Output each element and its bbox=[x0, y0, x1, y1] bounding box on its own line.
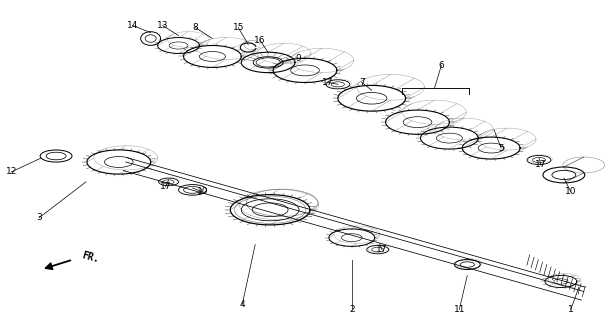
Text: 17: 17 bbox=[376, 245, 387, 254]
Ellipse shape bbox=[40, 150, 72, 162]
Text: 5: 5 bbox=[498, 144, 504, 153]
Text: 8: 8 bbox=[192, 23, 198, 32]
Text: 3: 3 bbox=[36, 213, 42, 222]
Text: 15: 15 bbox=[232, 23, 244, 32]
Text: 17: 17 bbox=[160, 182, 171, 191]
Text: 2: 2 bbox=[349, 305, 354, 314]
Text: FR.: FR. bbox=[81, 251, 101, 265]
Text: 16: 16 bbox=[254, 36, 266, 45]
Text: 12: 12 bbox=[5, 167, 17, 176]
Text: 17: 17 bbox=[322, 78, 334, 87]
Text: 1: 1 bbox=[568, 305, 574, 314]
Text: 10: 10 bbox=[197, 188, 208, 196]
Text: 7: 7 bbox=[359, 78, 365, 87]
Text: 9: 9 bbox=[295, 54, 301, 63]
Text: 10: 10 bbox=[565, 188, 577, 196]
Text: 17: 17 bbox=[535, 160, 547, 170]
Text: 13: 13 bbox=[157, 21, 168, 30]
Text: 11: 11 bbox=[453, 305, 465, 314]
Text: 4: 4 bbox=[239, 300, 245, 309]
Text: 6: 6 bbox=[438, 61, 444, 70]
Text: 14: 14 bbox=[127, 21, 138, 30]
